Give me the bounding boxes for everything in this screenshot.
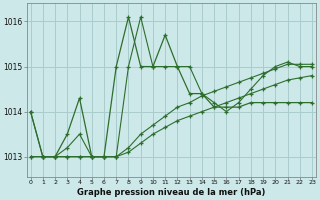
X-axis label: Graphe pression niveau de la mer (hPa): Graphe pression niveau de la mer (hPa): [77, 188, 266, 197]
